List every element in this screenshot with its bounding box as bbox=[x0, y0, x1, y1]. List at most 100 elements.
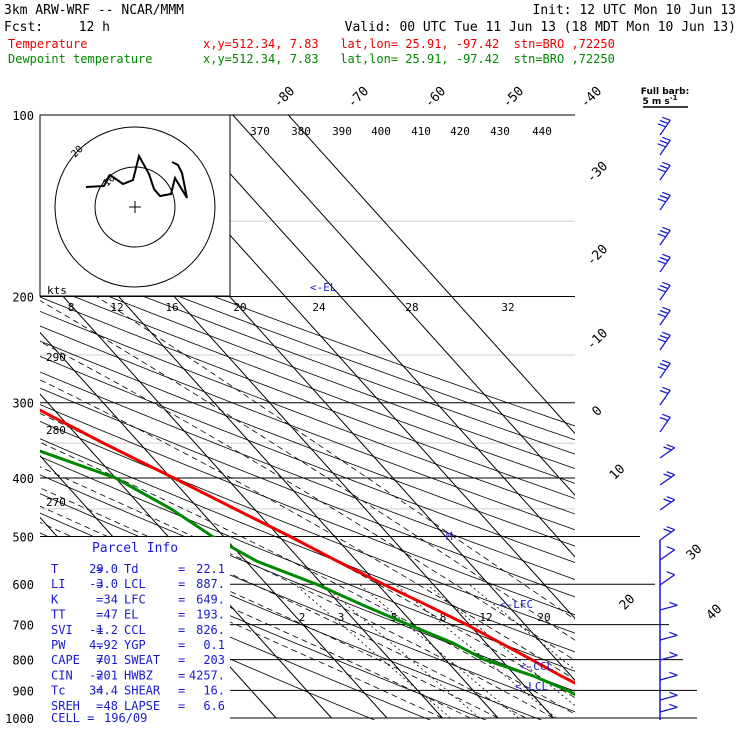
wind-barb-flag bbox=[662, 281, 671, 286]
mixing-lower-label: 8 bbox=[440, 611, 447, 624]
parcel-row-cell: 6.6 bbox=[203, 699, 225, 713]
parcel-row-eq: = bbox=[178, 638, 185, 652]
theta-side-label: 280 bbox=[46, 424, 66, 437]
wind-barb-flag bbox=[666, 471, 675, 476]
isotherm-line bbox=[232, 115, 575, 496]
wind-barb bbox=[659, 229, 671, 246]
wind-barb-flag bbox=[663, 528, 672, 533]
parcel-row-cell: LAPSE bbox=[124, 699, 160, 713]
parcel-row-cell: CCL bbox=[124, 623, 146, 637]
parcel-row-cell: K bbox=[51, 592, 59, 606]
pressure-label: 400 bbox=[12, 472, 34, 486]
isotherm-line bbox=[40, 331, 388, 719]
wind-barb-flag bbox=[662, 331, 671, 336]
parcel-info-box: Parcel Info T 29.0 Td 22.1= =LI -3.0 LCL 887.= =… bbox=[40, 537, 230, 725]
pressure-label: 800 bbox=[12, 654, 34, 668]
wind-barb-flag bbox=[666, 496, 675, 501]
isotherm-line bbox=[40, 270, 443, 719]
isotherm-side-label: -30 bbox=[584, 159, 611, 186]
legend-temperature-info: x,y=512.34, 7.83 lat,lon= 25.91, -97.42 … bbox=[203, 37, 615, 51]
wind-barb bbox=[659, 634, 678, 641]
parcel-row-cell: CIN bbox=[51, 668, 73, 682]
dry-adiabat-line bbox=[40, 340, 575, 547]
mixing-lower-label: 3 bbox=[338, 611, 345, 624]
mixing-ratio-line bbox=[358, 583, 519, 719]
isotherm-side-label: -10 bbox=[584, 326, 611, 353]
dry-adiabat-line bbox=[40, 296, 575, 499]
isotherm-side-label: 0 bbox=[589, 403, 605, 419]
wind-barb bbox=[659, 499, 676, 511]
isotherm-side-label: 40 bbox=[704, 602, 726, 624]
wind-barb bbox=[659, 474, 676, 486]
hodograph: 20 10 kts bbox=[39, 114, 231, 297]
dry-adiabat-line bbox=[40, 574, 376, 720]
wind-barb-flag bbox=[657, 313, 666, 318]
parcel-cell-value: 196/09 bbox=[104, 711, 147, 725]
wind-barb bbox=[659, 309, 671, 326]
parcel-row-eq: = bbox=[178, 562, 185, 576]
mixing-upper-label: 28 bbox=[405, 301, 418, 314]
parcel-row-cell: PW bbox=[51, 638, 66, 652]
parcel-row-cell: Td bbox=[124, 562, 138, 576]
dry-adiabat-line bbox=[40, 255, 575, 455]
wind-barb bbox=[659, 529, 676, 541]
temperature-series-line bbox=[40, 408, 575, 685]
parcel-row-eq: = bbox=[178, 699, 185, 713]
theta-top-label: 430 bbox=[490, 125, 510, 138]
dry-adiabat-line bbox=[40, 355, 575, 563]
wind-barb-flag bbox=[662, 253, 671, 258]
parcel-row-cell: 48 bbox=[104, 699, 118, 713]
wind-barb-flag bbox=[659, 284, 669, 290]
parcel-row-cell: -201 bbox=[89, 668, 118, 682]
legend-dewpoint-info: x,y=512.34, 7.83 lat,lon= 25.91, -97.42 … bbox=[203, 52, 615, 66]
wind-barb bbox=[659, 334, 671, 351]
wind-barb-flag bbox=[659, 416, 669, 422]
legend-temperature-name: Temperature bbox=[8, 37, 87, 51]
theta-side-label: 270 bbox=[46, 496, 66, 509]
wind-barb-flag bbox=[657, 366, 666, 371]
theta-top-label: 400 bbox=[371, 125, 391, 138]
parcel-row-cell: SVI bbox=[51, 623, 73, 637]
wind-barb bbox=[659, 362, 671, 379]
parcel-row-cell: 701 bbox=[96, 653, 118, 667]
wind-barb-flag bbox=[659, 389, 669, 395]
parcel-row-cell: 34.4 bbox=[89, 684, 118, 698]
wind-barb-flag bbox=[662, 413, 671, 418]
wind-barb-flag bbox=[659, 256, 669, 262]
dry-adiabat-line bbox=[40, 229, 575, 427]
parcel-cell-label: CELL = bbox=[51, 711, 94, 725]
wind-barb-flag bbox=[659, 139, 669, 145]
wind-barb-flag bbox=[666, 444, 675, 449]
parcel-row-cell: -3.0 bbox=[89, 577, 118, 591]
wind-barb-flag bbox=[659, 229, 669, 235]
theta-top-label: 370 bbox=[250, 125, 270, 138]
wind-barb-flag bbox=[666, 526, 675, 531]
wind-barb-flag bbox=[657, 338, 666, 343]
wind-barb-flag bbox=[669, 671, 678, 676]
parcel-row-eq: = bbox=[178, 684, 185, 698]
isotherm-side-label: 10 bbox=[607, 462, 629, 484]
isotherm-top-label: -70 bbox=[345, 84, 372, 111]
wind-barb-flag bbox=[669, 631, 678, 636]
barb-key-units: 5 m s bbox=[642, 97, 669, 107]
wind-barb-flag bbox=[659, 119, 669, 125]
hodograph-ring-inner bbox=[94, 166, 176, 248]
moist-adiabat-line bbox=[40, 487, 526, 719]
legend-dewpoint-name: Dewpoint temperature bbox=[8, 52, 153, 66]
wind-barb-flag bbox=[659, 164, 669, 170]
parcel-row-cell: SREH bbox=[51, 699, 80, 713]
parcel-row-cell: T bbox=[51, 562, 58, 576]
wind-barb-flag bbox=[657, 233, 666, 238]
parcel-row-eq: = bbox=[178, 592, 185, 606]
wind-barb-column bbox=[657, 116, 678, 720]
wind-barb-flag bbox=[657, 123, 666, 128]
dry-adiabat-line bbox=[40, 474, 575, 692]
mixing-upper-label: 20 bbox=[233, 301, 246, 314]
wind-barb bbox=[659, 447, 676, 459]
dry-adiabat-line bbox=[40, 371, 575, 580]
isotherm-top-label: -40 bbox=[578, 84, 605, 111]
parcel-row-eq: = bbox=[96, 592, 103, 606]
parcel-row-cell: 4.92 bbox=[89, 638, 118, 652]
parcel-row-cell: 887. bbox=[196, 577, 225, 591]
mixing-lower-label: 20 bbox=[537, 611, 550, 624]
